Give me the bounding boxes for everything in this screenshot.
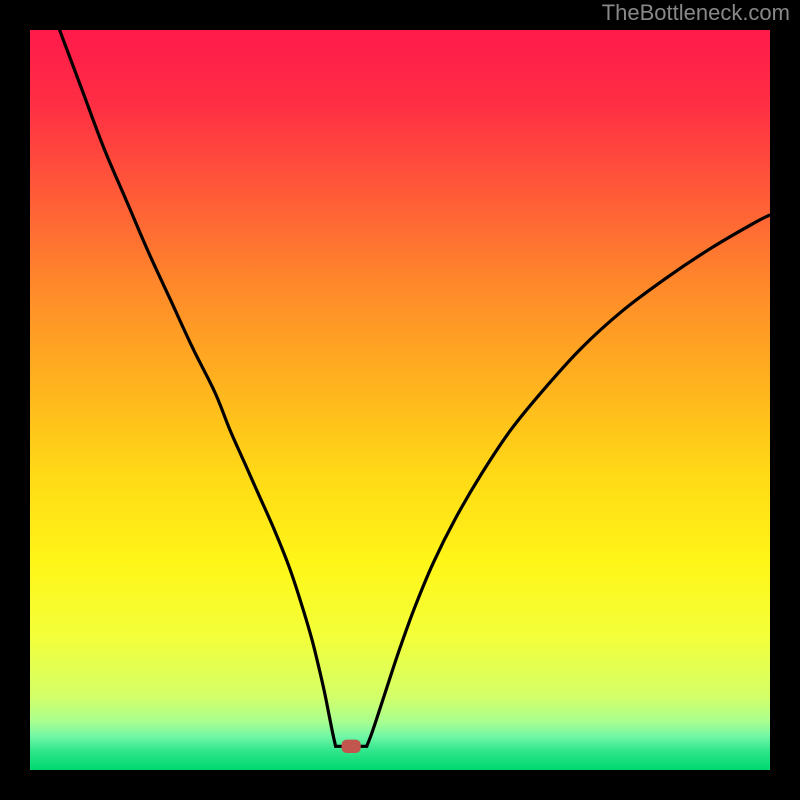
source-watermark: TheBottleneck.com <box>602 0 790 26</box>
optimum-marker <box>342 740 361 753</box>
plot-background-gradient <box>30 30 770 770</box>
bottleneck-curve-chart <box>0 0 800 800</box>
chart-container: TheBottleneck.com <box>0 0 800 800</box>
